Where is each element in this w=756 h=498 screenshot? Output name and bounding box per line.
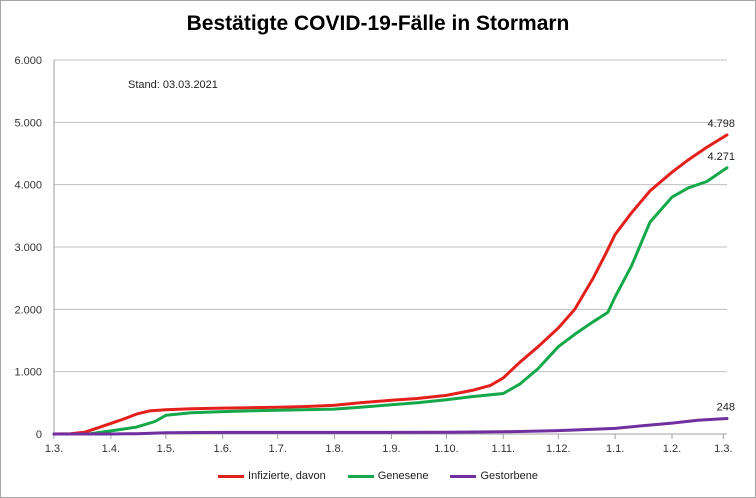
x-tick-label: 1.3. <box>714 443 732 455</box>
x-tick-label: 1.3. <box>45 443 63 455</box>
stand-annotation: Stand: 03.03.2021 <box>128 79 218 91</box>
x-tick-label: 1.4. <box>102 443 120 455</box>
legend: Infizierte, davon Genesene Gestorbene <box>0 470 756 482</box>
series-line-gestorbene <box>52 417 729 436</box>
legend-item: Gestorbene <box>450 470 538 482</box>
x-tick-label: 1.2. <box>663 443 681 455</box>
y-tick-label: 4.000 <box>14 180 42 192</box>
y-tick-label: 3.000 <box>14 242 42 254</box>
series-line-infizierte-davon <box>52 133 729 436</box>
legend-label: Gestorbene <box>480 470 538 482</box>
series-line-genesene <box>52 166 729 436</box>
x-tick-label: 1.12. <box>546 443 570 455</box>
y-tick-label: 2.000 <box>14 304 42 316</box>
y-tick-label: 5.000 <box>14 117 42 129</box>
legend-item: Infizierte, davon <box>218 470 326 482</box>
x-tick-label: 1.10. <box>434 443 458 455</box>
legend-swatch <box>347 474 374 478</box>
end-value-label: 4.271 <box>707 151 735 163</box>
end-value-label: 4.798 <box>707 118 735 130</box>
y-tick-label: 0 <box>36 429 42 441</box>
legend-label: Infizierte, davon <box>248 470 326 482</box>
chart-title: Bestätigte COVID-19-Fälle in Stormarn <box>186 12 570 35</box>
x-tick-label: 1.6. <box>214 443 232 455</box>
x-tick-label: 1.11. <box>491 443 515 455</box>
y-tick-label: 6.000 <box>14 55 42 67</box>
x-tick-label: 1.9. <box>382 443 400 455</box>
legend-item: Genesene <box>347 470 429 482</box>
end-value-label: 248 <box>717 402 735 414</box>
legend-swatch <box>218 474 245 478</box>
legend-swatch <box>450 474 477 478</box>
legend-label: Genesene <box>377 470 429 482</box>
x-tick-label: 1.1. <box>606 443 624 455</box>
x-tick-label: 1.8. <box>325 443 343 455</box>
x-tick-label: 1.7. <box>269 443 287 455</box>
x-tick-label: 1.5. <box>157 443 175 455</box>
y-tick-label: 1.000 <box>14 367 42 379</box>
